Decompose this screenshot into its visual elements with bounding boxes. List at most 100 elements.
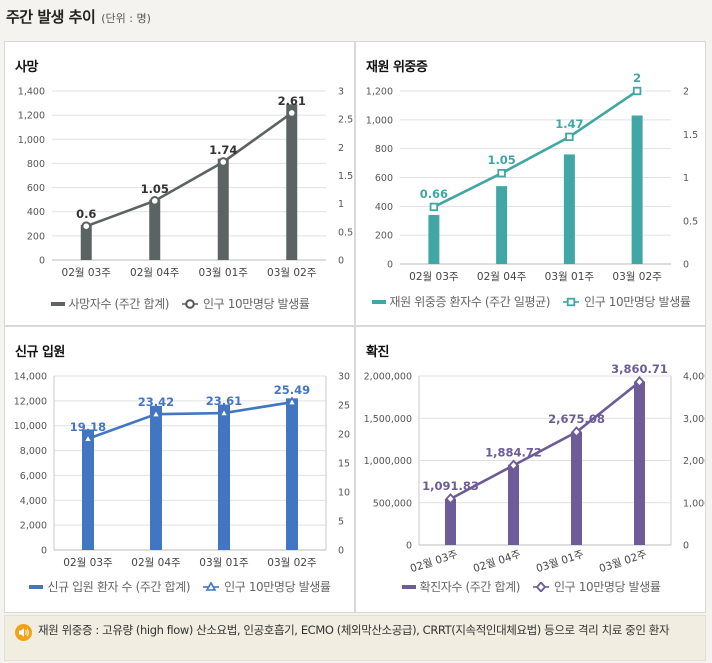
line-point	[632, 86, 642, 96]
chart-admit: 0 2,000 4,000 6,000 8,000 10,000 12,000 14,000 0…	[14, 372, 350, 570]
chart-legend: 사망자수 (주간 합계) 인구 10만명당 발생률	[15, 296, 345, 312]
line-point	[497, 168, 506, 178]
legend-line-marker	[563, 297, 580, 307]
bar	[563, 154, 575, 264]
bar	[218, 404, 230, 550]
y2-tick-label: 2	[683, 87, 689, 98]
chart-severe: 0 200 400 600 800 1,000 1,200 0 0.5 1 1.5 2 0.66 1.05…	[366, 71, 698, 283]
y2-tick-label: 1.5	[338, 171, 353, 182]
y-tick-label: 14,000	[14, 372, 47, 383]
data-label: 0.66	[420, 187, 448, 201]
y2-tick-label: 0	[683, 260, 689, 271]
legend-line[interactable]: 인구 10만명당 발생률	[181, 296, 310, 312]
y-tick-label: 800	[375, 144, 393, 155]
legend-line[interactable]: 인구 10만명당 발생률	[532, 579, 661, 595]
y-tick-label: 0	[406, 541, 412, 552]
line-point	[149, 196, 160, 206]
legend-bar-label: 신규 입원 환자 수 (주간 합계)	[47, 580, 191, 594]
bar	[149, 199, 161, 260]
charts-grid: 사망 0 200 400 600 800 1,000 1,200 1,400 0 0.5 1 1.5 2…	[4, 41, 706, 613]
x-tick-label: 03월 02주	[267, 557, 317, 569]
bar	[571, 431, 582, 545]
y-tick-label: 1,500,000	[364, 414, 412, 425]
legend-bar-swatch	[50, 302, 65, 306]
data-label: 2.61	[278, 94, 306, 108]
y2-tick-label: 2.5	[338, 115, 353, 126]
legend-line-label: 인구 10만명당 발생률	[554, 580, 661, 594]
legend-bar-swatch	[371, 300, 386, 304]
y-tick-label: 0	[387, 260, 393, 271]
line-point	[429, 202, 439, 212]
y-tick-label: 500,000	[373, 498, 412, 509]
x-tick-label: 02월 04주	[477, 271, 527, 283]
line-point	[286, 108, 297, 118]
y-tick-label: 2,000,000	[364, 372, 412, 383]
y-tick-label: 2,000	[20, 521, 47, 532]
bar	[82, 429, 94, 550]
x-tick-label: 03월 02주	[267, 267, 317, 279]
chart-panel-confirm: 확진 0 500,000 1,000,000 1,500,000 2,000,000 0 1…	[356, 327, 705, 612]
x-tick-label: 02월 03주	[409, 271, 459, 283]
chart-death: 0 200 400 600 800 1,000 1,200 1,400 0 0.5 1 1.5 2 2.5…	[18, 87, 353, 280]
x-tick-label: 02월 04주	[472, 548, 523, 575]
x-tick-label: 02월 03주	[62, 267, 112, 279]
legend-bar-swatch	[401, 585, 416, 589]
y2-tick-label: 0	[683, 541, 689, 552]
y2-tick-label: 1	[338, 199, 344, 210]
y-tick-label: 8,000	[20, 446, 47, 457]
line-point	[81, 221, 92, 231]
footnote-box: 재원 위중증 : 고유량 (high flow) 산소요법, 인공호흡기, EC…	[4, 615, 706, 661]
y2-tick-label: 10	[338, 488, 350, 499]
chart-confirm: 0 500,000 1,000,000 1,500,000 2,000,000 0 1,00…	[364, 362, 705, 575]
y-tick-label: 0	[39, 256, 45, 267]
legend-bar[interactable]: 확진자수 (주간 합계)	[401, 579, 521, 595]
legend-bar-label: 재원 위중증 환자수 (주간 일평균)	[389, 295, 551, 309]
bar	[428, 214, 440, 264]
data-label: 1.47	[555, 117, 583, 131]
chart-title: 사망	[15, 60, 38, 75]
line-point	[445, 493, 456, 505]
y2-tick-label: 4,000	[683, 372, 705, 383]
bar	[634, 381, 645, 545]
footnote-text: 재원 위중증 : 고유량 (high flow) 산소요법, 인공호흡기, EC…	[38, 623, 670, 637]
bar	[150, 405, 162, 550]
x-tick-label: 03월 02주	[598, 548, 649, 575]
y-tick-label: 200	[27, 231, 45, 242]
y-tick-label: 12,000	[14, 396, 47, 407]
series-line	[87, 400, 293, 440]
legend-bar-label: 확진자수 (주간 합계)	[419, 580, 521, 594]
x-tick-label: 03월 02주	[612, 271, 662, 283]
y-tick-label: 1,200	[366, 87, 393, 98]
bar	[496, 186, 508, 264]
bar	[286, 398, 298, 550]
legend-line[interactable]: 인구 10만명당 발생률	[562, 294, 691, 310]
y2-tick-label: 1.5	[683, 130, 698, 141]
y2-tick-label: 1	[683, 173, 689, 184]
legend-bar[interactable]: 재원 위중증 환자수 (주간 일평균)	[371, 294, 551, 310]
bar	[217, 158, 229, 260]
legend-line[interactable]: 인구 10만명당 발생률	[202, 579, 331, 595]
data-label: 25.49	[274, 383, 310, 397]
legend-line-marker	[203, 582, 220, 591]
y2-tick-label: 5	[338, 517, 344, 528]
line-point	[150, 408, 162, 418]
legend-bar[interactable]: 신규 입원 환자 수 (주간 합계)	[29, 579, 191, 595]
y-tick-label: 600	[375, 173, 393, 184]
x-tick-label: 03월 01주	[199, 267, 249, 279]
series-line	[85, 111, 293, 228]
y2-tick-label: 0.5	[683, 216, 698, 227]
y-tick-label: 10,000	[14, 421, 47, 432]
y2-tick-label: 0.5	[338, 227, 353, 238]
legend-line-marker	[533, 582, 550, 592]
legend-bar[interactable]: 사망자수 (주간 합계)	[50, 296, 169, 312]
chart-legend: 확진자수 (주간 합계) 인구 10만명당 발생률	[366, 579, 696, 595]
data-label: 19.18	[70, 420, 106, 434]
y2-tick-label: 3	[338, 87, 344, 98]
x-tick-label: 03월 01주	[199, 557, 249, 569]
chart-panel-admit: 신규 입원 0 2,000 4,000 6,000 8,000 10,000 12,000 1…	[5, 327, 354, 612]
line-point	[286, 396, 298, 406]
y2-tick-label: 25	[338, 401, 350, 412]
data-label: 1.05	[487, 153, 515, 167]
chart-title: 신규 입원	[15, 345, 65, 360]
line-point	[565, 132, 574, 142]
